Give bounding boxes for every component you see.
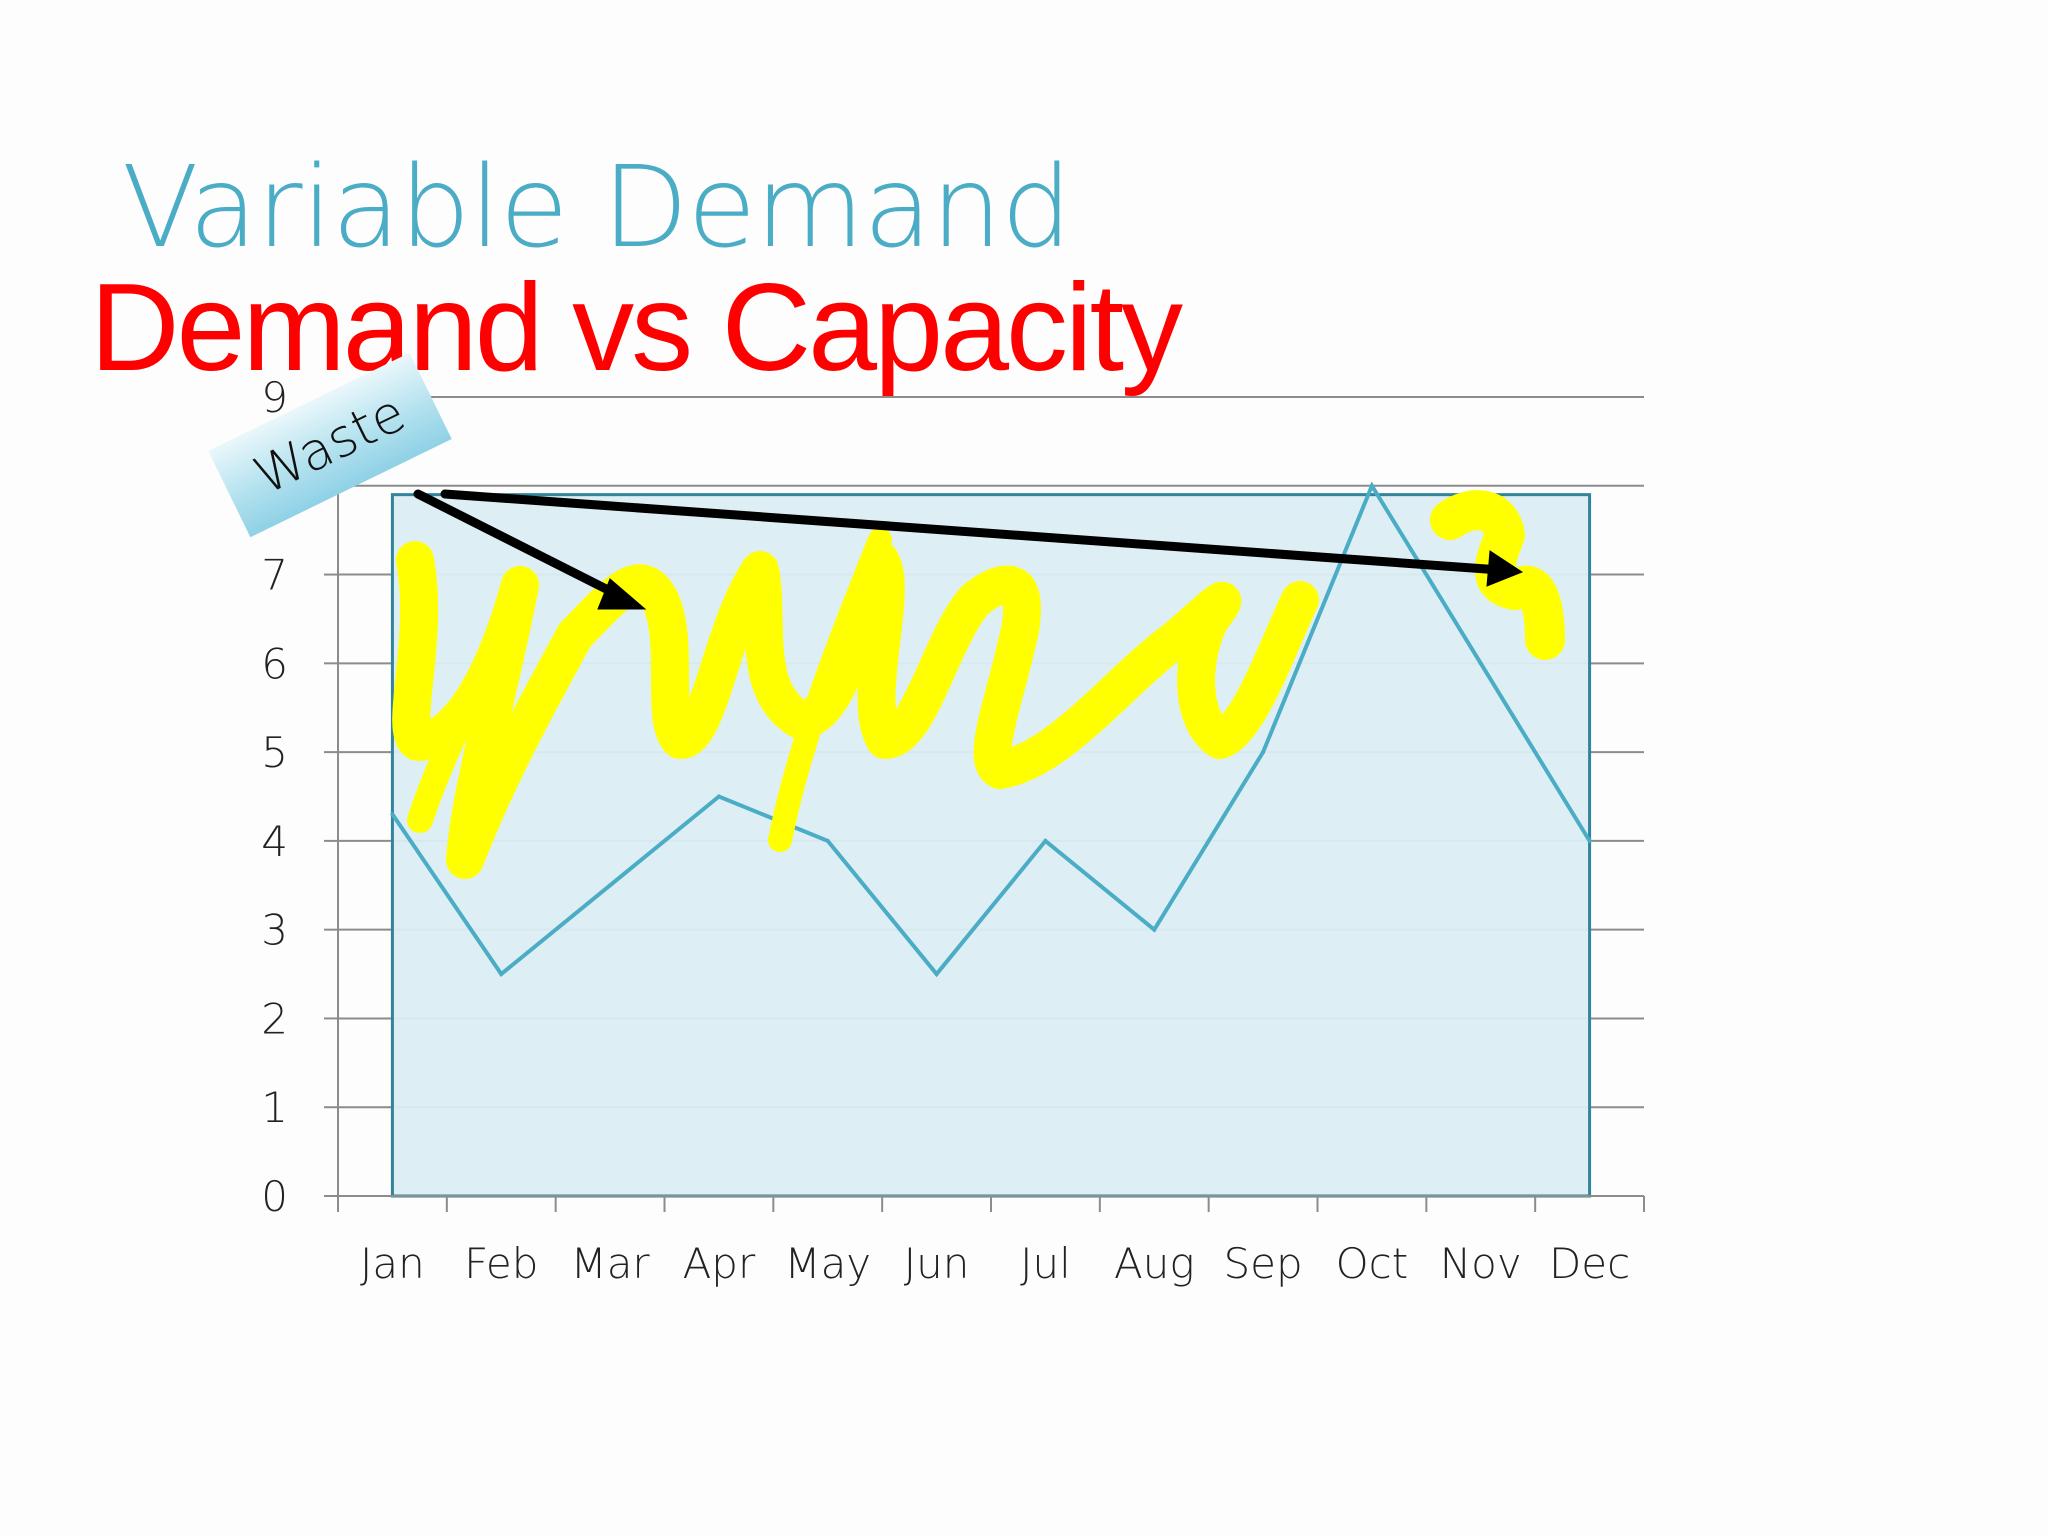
demand-point-sep — [1261, 750, 1266, 755]
slide-title: Variable Demand — [122, 143, 1072, 273]
x-tick-label: Mar — [570, 1239, 650, 1288]
x-tick-label: Jul — [1020, 1239, 1071, 1288]
x-tick-label: Nov — [1440, 1239, 1522, 1288]
demand-point-feb — [499, 972, 504, 977]
demand-point-aug — [1152, 927, 1157, 932]
x-tick-label: Feb — [464, 1239, 538, 1288]
y-tick-label: 9 — [261, 373, 288, 422]
x-tick-label: Oct — [1336, 1239, 1409, 1288]
y-tick-label: 5 — [261, 728, 288, 777]
demand-point-nov — [1478, 661, 1483, 666]
demand-point-apr — [716, 794, 721, 799]
demand-point-jun — [934, 972, 939, 977]
x-tick-label: Jun — [904, 1239, 970, 1288]
demand-series-line — [390, 481, 1592, 978]
y-tick-label: 0 — [261, 1172, 288, 1221]
slide-subtitle: Demand vs Capacity — [90, 259, 1183, 397]
demand-point-may — [825, 838, 830, 843]
x-tick-label: May — [784, 1239, 871, 1288]
demand-point-jul — [1043, 838, 1048, 843]
demand-point-mar — [608, 883, 613, 888]
x-tick-label: Aug — [1114, 1239, 1195, 1288]
y-tick-label: 1 — [261, 1083, 288, 1132]
x-tick-label: Jan — [360, 1239, 425, 1288]
y-tick-label: 2 — [261, 994, 288, 1043]
demand-point-oct — [1369, 483, 1374, 488]
demand-point-dec — [1587, 838, 1592, 843]
demand-point-jan — [390, 812, 395, 817]
y-tick-label: 3 — [261, 906, 288, 955]
x-tick-label: Apr — [683, 1239, 756, 1288]
y-tick-label: 6 — [261, 639, 288, 688]
y-tick-label: 7 — [261, 551, 288, 600]
x-tick-label: Sep — [1223, 1239, 1302, 1288]
capacity-arrows — [413, 489, 1524, 610]
x-tick-label: Dec — [1549, 1239, 1630, 1288]
y-tick-label: 4 — [261, 817, 288, 866]
